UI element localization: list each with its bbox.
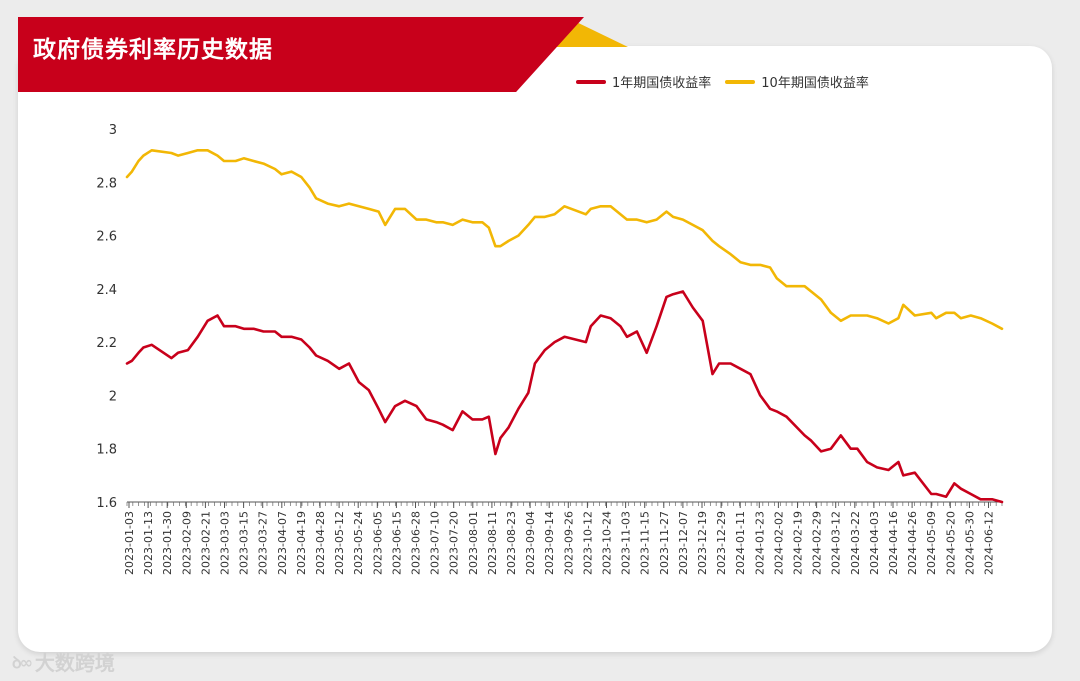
x-tick-label: 2023-12-07	[677, 511, 690, 575]
x-tick-label: 2023-01-13	[142, 511, 155, 575]
legend-item-1y[interactable]: 1年期国债收益率	[576, 72, 711, 91]
x-tick-label: 2024-03-12	[830, 511, 843, 575]
x-tick-label: 2024-06-12	[983, 511, 996, 575]
x-tick-label: 2023-12-29	[715, 511, 728, 575]
x-tick-label: 2023-11-15	[639, 511, 652, 575]
x-tick-label: 2023-10-12	[581, 511, 594, 575]
x-tick-label: 2023-02-21	[199, 511, 212, 575]
x-tick-label: 2023-07-10	[429, 511, 442, 575]
watermark-logo-icon: ꝺ∞	[12, 652, 33, 672]
watermark: ꝺ∞ 大数跨境	[12, 647, 115, 676]
x-tick-label: 2023-08-01	[467, 511, 480, 575]
x-tick-label: 2024-02-29	[811, 511, 824, 575]
x-tick-label: 2023-04-28	[314, 511, 327, 575]
y-tick-label: 2.4	[96, 283, 117, 298]
legend-label-1y: 1年期国债收益率	[612, 76, 712, 91]
x-tick-label: 2023-06-15	[390, 511, 403, 575]
x-tick-label: 2024-05-09	[925, 511, 938, 575]
legend-item-10y[interactable]: 10年期国债收益率	[725, 72, 869, 91]
x-tick-label: 2023-12-19	[696, 511, 709, 575]
x-tick-label: 2024-02-19	[792, 511, 805, 575]
x-tick-label: 2023-06-28	[410, 511, 423, 575]
title-banner	[18, 17, 584, 92]
y-tick-label: 2	[109, 389, 117, 404]
y-tick-label: 2.2	[96, 336, 117, 351]
x-tick-label: 2023-11-27	[658, 511, 671, 575]
y-tick-label: 1.6	[96, 496, 117, 511]
series-line-10y	[125, 149, 1004, 331]
x-tick-label: 2024-02-02	[772, 511, 785, 575]
series-line-1y	[125, 290, 1004, 504]
chart-card	[18, 46, 1052, 652]
x-tick-label: 2023-11-03	[620, 511, 633, 575]
x-tick-label: 2023-01-03	[123, 511, 136, 575]
x-tick-label: 2023-03-03	[219, 511, 232, 575]
x-tick-label: 2023-04-07	[276, 511, 289, 575]
y-tick-label: 2.6	[96, 230, 117, 245]
x-tick-label: 2024-03-22	[849, 511, 862, 575]
x-tick-label: 2023-07-20	[448, 511, 461, 575]
x-tick-label: 2023-08-11	[486, 511, 499, 575]
x-tick-label: 2023-09-04	[524, 511, 537, 575]
x-tick-label: 2023-09-14	[543, 511, 556, 575]
x-tick-label: 2023-03-15	[238, 511, 251, 575]
x-tick-label: 2023-10-24	[601, 511, 614, 575]
x-tick-label: 2023-06-05	[371, 511, 384, 575]
legend-swatch-1y	[576, 79, 606, 84]
x-tick-label: 2024-04-16	[887, 511, 900, 575]
x-tick-label: 2023-01-30	[161, 511, 174, 575]
x-tick-label: 2024-05-30	[963, 511, 976, 575]
x-tick-label: 2024-05-20	[944, 511, 957, 575]
y-tick-label: 2.8	[96, 176, 117, 191]
y-tick-label: 1.8	[96, 443, 117, 458]
watermark-text: 大数跨境	[34, 651, 115, 675]
x-tick-label: 2023-08-23	[505, 511, 518, 575]
x-tick-label: 2023-02-09	[180, 511, 193, 575]
legend-label-10y: 10年期国债收益率	[761, 76, 869, 91]
y-tick-label: 3	[109, 123, 117, 138]
x-tick-label: 2023-04-19	[295, 511, 308, 575]
page-title: 政府债券利率历史数据	[33, 37, 273, 63]
x-tick-label: 2024-01-23	[753, 511, 766, 575]
chart-legend: 1年期国债收益率 10年期国债收益率	[576, 72, 883, 91]
x-tick-label: 2023-03-27	[257, 511, 270, 575]
x-tick-label: 2023-05-12	[333, 511, 346, 575]
x-tick-label: 2024-04-26	[906, 511, 919, 575]
x-tick-label: 2024-01-11	[734, 511, 747, 575]
x-tick-label: 2023-05-24	[352, 511, 365, 575]
x-tick-label: 2024-04-03	[868, 511, 881, 575]
legend-swatch-10y	[725, 79, 756, 84]
x-tick-label: 2023-09-26	[562, 511, 575, 575]
